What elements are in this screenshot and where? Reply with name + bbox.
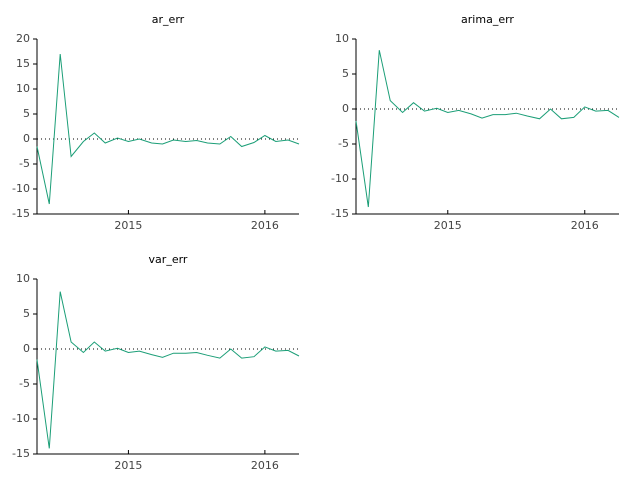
y-tick-label: -15	[12, 447, 30, 460]
y-tick-label: 0	[23, 132, 30, 145]
x-tick-label: 2016	[251, 459, 279, 472]
y-tick-label: 5	[342, 67, 349, 80]
y-tick-label: 0	[342, 102, 349, 115]
y-tick-label: -5	[19, 377, 30, 390]
y-tick-label: -5	[338, 137, 349, 150]
series-line	[36, 53, 300, 205]
y-tick-label: -10	[12, 182, 30, 195]
y-tick-label: -10	[12, 412, 30, 425]
y-tick-label: 5	[23, 107, 30, 120]
x-tick-label: 2015	[114, 219, 142, 232]
y-tick-label: -15	[331, 207, 349, 220]
y-tick-label: -15	[12, 207, 30, 220]
x-tick-label: 2015	[434, 219, 462, 232]
y-tick-label: -10	[331, 172, 349, 185]
chart-title: ar_err	[152, 13, 185, 26]
x-tick-label: 2015	[114, 459, 142, 472]
y-tick-label: -5	[19, 157, 30, 170]
y-tick-label: 20	[16, 32, 30, 45]
x-tick-label: 2016	[251, 219, 279, 232]
series-line	[36, 291, 300, 449]
chart-title: arima_err	[461, 13, 514, 26]
y-tick-label: 10	[16, 272, 30, 285]
y-tick-label: 10	[335, 32, 349, 45]
x-tick-label: 2016	[571, 219, 599, 232]
series-line	[355, 50, 620, 208]
y-tick-label: 15	[16, 57, 30, 70]
y-tick-label: 0	[23, 342, 30, 355]
y-tick-label: 5	[23, 307, 30, 320]
chart-title: var_err	[149, 253, 188, 266]
y-tick-label: 10	[16, 82, 30, 95]
